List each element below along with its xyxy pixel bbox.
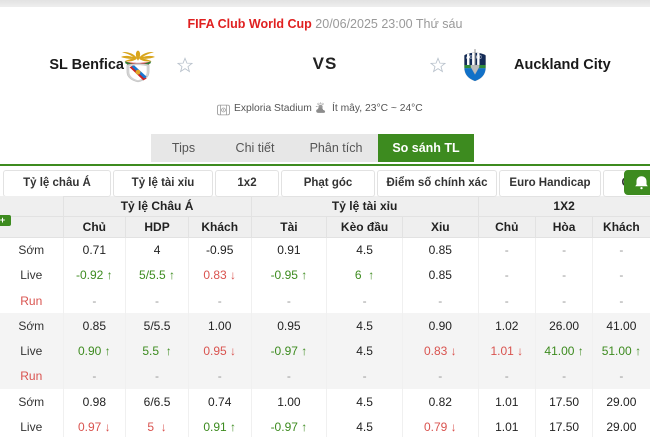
svg-text:FC: FC — [476, 55, 483, 60]
svg-text:AC: AC — [466, 55, 473, 60]
